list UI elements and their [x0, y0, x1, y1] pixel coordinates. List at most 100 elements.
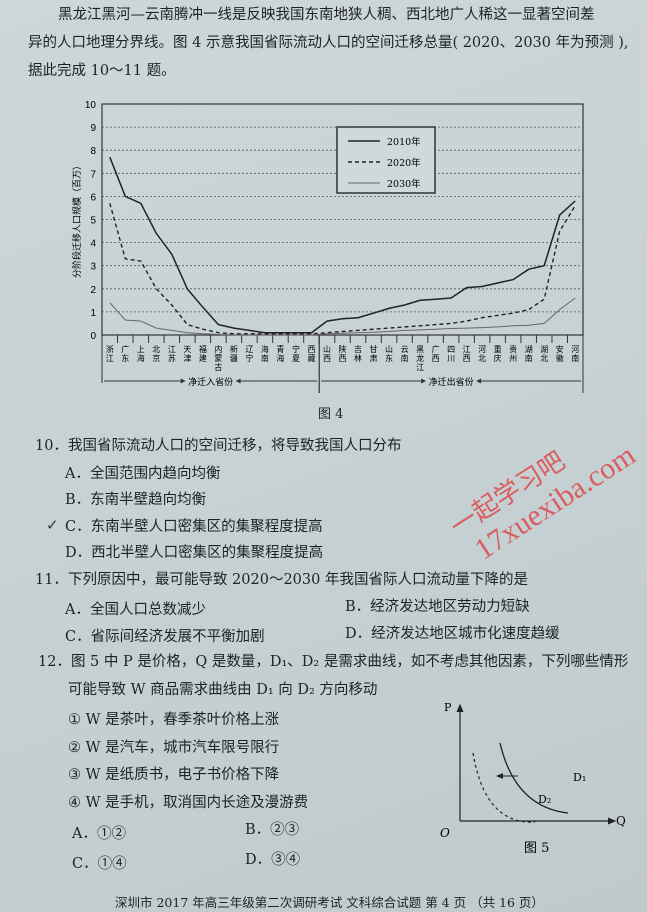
series-line-2010年: [109, 156, 576, 334]
category-label-char: 天: [183, 345, 191, 354]
q12-item-2: ② W 是汽车，城市汽车限号限行: [68, 740, 280, 756]
y-tick-label: 1: [90, 308, 96, 319]
category-label-char: 重: [494, 344, 502, 354]
d2-label: D₂: [538, 793, 551, 806]
category-label-char: 海: [261, 344, 269, 354]
category-label-char: 龙: [416, 353, 424, 363]
migration-line-chart: 012345678910分阶段迁移人口规模（百万）浙江广东上海北京江苏天津福建内…: [71, 100, 584, 393]
category-label-char: 内: [214, 344, 222, 354]
category-label-char: 西: [323, 354, 331, 363]
category-label-char: 肃: [370, 353, 378, 363]
y-tick-label: 7: [90, 169, 96, 180]
y-tick-label: 9: [90, 123, 96, 134]
series-line-2030年: [109, 297, 576, 336]
category-label-char: 疆: [230, 354, 238, 363]
group-label: 净迁出省份: [429, 376, 474, 388]
category-label-char: 蒙: [214, 353, 222, 363]
category-label-char: 林: [354, 353, 362, 363]
y-tick-label: 8: [90, 146, 96, 157]
d2-curve: [472, 752, 536, 823]
category-label-char: 夏: [292, 354, 300, 363]
category-label-char: 宁: [245, 353, 253, 363]
y-tick-label: 4: [90, 239, 96, 250]
category-label-char: 川: [447, 354, 455, 363]
q-label: Q: [616, 814, 626, 828]
p-label: P: [444, 701, 452, 714]
q10-option-b: B．东南半壁趋向均衡: [65, 492, 207, 508]
category-label-char: 甘: [370, 344, 378, 354]
q12-item-4: ④ W 是手机，取消国内长途及漫游费: [68, 795, 309, 811]
y-tick-label: 10: [85, 100, 97, 111]
category-label-char: 江: [463, 345, 471, 354]
category-label-char: 河: [571, 344, 579, 354]
legend-label: 2010年: [387, 136, 421, 148]
category-label-char: 陕: [339, 344, 347, 354]
category-label-char: 北: [540, 354, 548, 363]
category-label-char: 黑: [416, 345, 424, 354]
category-label-char: 东: [385, 353, 393, 363]
category-label-char: 山: [385, 344, 393, 354]
category-label-char: 广: [121, 344, 129, 354]
category-label-char: 福: [199, 345, 207, 354]
q10-check-mark: ✓: [46, 516, 59, 534]
series-line-2020年: [109, 203, 576, 335]
q10-stem: 10．我国省际流动人口的空间迁移，将导致我国人口分布: [35, 438, 402, 454]
category-label-char: 京: [152, 353, 160, 363]
category-label-char: 青: [276, 344, 284, 354]
group-arrowhead: [235, 378, 241, 384]
d1-curve: [499, 742, 569, 814]
category-label-char: 州: [509, 354, 517, 363]
y-tick-label: 6: [90, 192, 96, 203]
q10-option-a: A．全国范围内趋向均衡: [65, 466, 221, 482]
category-label-char: 江: [106, 354, 114, 363]
y-tick-label: 5: [90, 216, 96, 227]
category-label-char: 西: [307, 345, 315, 354]
category-label-char: 辽: [245, 345, 253, 354]
category-label-char: 贵: [509, 344, 517, 354]
category-label-char: 西: [339, 354, 347, 363]
category-label-char: 安: [556, 344, 564, 354]
demand-curve-figure: P Q O D₁ D₂ 图 5: [440, 701, 626, 856]
category-label-char: 南: [401, 353, 409, 363]
intro-line-1: 黑龙江黑河—云南腾冲一线是反映我国东南地狭人稠、西北地广人稀这一显著空间差: [58, 7, 595, 23]
y-tick-label: 0: [90, 331, 96, 342]
category-label-char: 北: [478, 354, 486, 363]
category-label-char: 宁: [292, 344, 300, 354]
q10-option-c: C．东南半壁人口密集区的集聚程度提高: [65, 519, 323, 535]
q12-stem-line-2: 可能导致 W 商品需求曲线由 D₁ 向 D₂ 方向移动: [68, 682, 378, 698]
watermark: 一起学习吧 17xuexiba.com: [442, 407, 642, 571]
category-label-char: 西: [432, 354, 440, 363]
page-footer: 深圳市 2017 年高三年级第二次调研考试 文科综合试题 第 4 页 （共 16…: [115, 895, 544, 910]
legend: 2010年 2020年 2030年: [336, 126, 436, 194]
category-label-char: 徽: [556, 353, 564, 363]
legend-label: 2020年: [387, 157, 421, 169]
category-label-char: 四: [447, 345, 455, 354]
q12-item-3: ③ W 是纸质书，电子书价格下降: [68, 767, 280, 783]
q10-option-d: D．西北半壁人口密集区的集聚程度提高: [65, 545, 324, 561]
group-label: 净迁入省份: [188, 376, 233, 388]
group-arrowhead: [421, 378, 427, 384]
legend-label: 2030年: [387, 178, 421, 190]
q12-item-1: ① W 是茶叶，春季茶叶价格上涨: [68, 712, 280, 728]
group-arrowhead: [476, 378, 482, 384]
category-label-char: 南: [571, 353, 579, 363]
category-label-char: 浙: [106, 344, 114, 354]
d1-label: D₁: [573, 771, 586, 784]
group-arrowhead: [180, 378, 186, 384]
category-label-char: 江: [168, 345, 176, 354]
category-label-char: 东: [121, 353, 129, 363]
q12-stem-line-1: 12．图 5 中 P 是价格，Q 是数量，D₁、D₂ 是需求曲线，如不考虑其他因…: [38, 654, 629, 670]
q12-option-c: C．①④: [72, 856, 127, 872]
intro-line-3: 据此完成 10～11 题。: [28, 63, 176, 79]
category-label-char: 古: [214, 362, 222, 372]
intro-line-2: 异的人口地理分界线。图 4 示意我国省际流动人口的空间迁移总量( 2020、20…: [28, 35, 629, 51]
category-label-char: 云: [401, 345, 409, 354]
category-label-char: 海: [137, 353, 145, 363]
category-label-char: 津: [183, 353, 191, 363]
category-label-char: 藏: [307, 353, 315, 363]
category-label-char: 海: [276, 353, 284, 363]
y-tick-label: 3: [90, 262, 96, 273]
category-label-char: 江: [416, 363, 424, 372]
q11-stem: 11．下列原因中，最可能导致 2020～2030 年我国省际人口流动量下降的是: [35, 572, 528, 588]
figure-5-caption: 图 5: [524, 841, 549, 856]
